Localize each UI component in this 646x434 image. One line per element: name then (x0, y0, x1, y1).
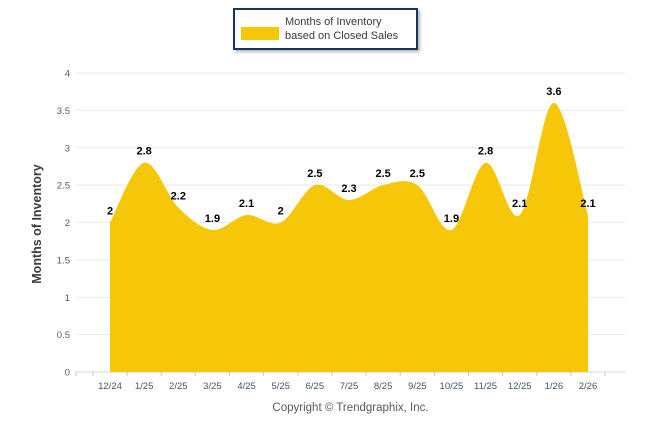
data-label: 1.9 (444, 213, 459, 225)
y-axis-title: Months of Inventory (30, 164, 44, 284)
copyright-text: Copyright © Trendgraphix, Inc. (272, 402, 429, 414)
data-label: 2.5 (410, 168, 425, 180)
data-label: 2.2 (171, 191, 186, 203)
x-tick-label: 3/25 (203, 381, 222, 392)
x-tick-label: 2/26 (579, 381, 598, 392)
data-label: 2.1 (239, 198, 254, 210)
x-tick-label: 10/25 (440, 381, 464, 392)
data-label: 2.3 (341, 183, 356, 195)
data-label: 2 (107, 206, 113, 218)
x-tick-label: 5/25 (271, 381, 290, 392)
data-label: 3.6 (546, 86, 561, 98)
y-tick-label: 3.5 (57, 106, 70, 117)
y-tick-label: 2.5 (57, 181, 70, 192)
x-tick-label: 6/25 (306, 381, 325, 392)
data-label: 2.8 (136, 146, 151, 158)
x-tick-label: 1/25 (135, 381, 154, 392)
y-tick-label: 1 (65, 293, 70, 304)
y-tick-label: 2 (65, 218, 70, 229)
data-label: 2.1 (512, 198, 527, 210)
y-tick-label: 0.5 (57, 330, 70, 341)
y-tick-label: 3 (65, 143, 70, 154)
inventory-area-series (110, 102, 588, 373)
y-tick-label: 1.5 (57, 255, 70, 266)
x-tick-label: 4/25 (237, 381, 256, 392)
x-tick-label: 12/24 (98, 381, 122, 392)
data-label: 2.5 (307, 168, 322, 180)
data-label: 2 (278, 206, 284, 218)
x-tick-label: 12/25 (508, 381, 532, 392)
data-label: 2.1 (580, 198, 595, 210)
data-label: 1.9 (205, 213, 220, 225)
legend: Months of Inventory based on Closed Sale… (233, 8, 418, 50)
x-tick-label: 11/25 (474, 381, 497, 392)
legend-label: Months of Inventory based on Closed Sale… (285, 16, 399, 42)
x-tick-label: 2/25 (169, 381, 188, 392)
data-label: 2.8 (478, 146, 493, 158)
data-label: 2.5 (375, 168, 390, 180)
x-tick-label: 8/25 (374, 381, 393, 392)
x-tick-label: 1/26 (545, 381, 564, 392)
x-tick-label: 9/25 (408, 381, 427, 392)
y-tick-label: 0 (65, 368, 70, 379)
legend-swatch-icon (241, 26, 279, 40)
y-tick-label: 4 (65, 69, 70, 80)
x-tick-label: 7/25 (340, 381, 359, 392)
